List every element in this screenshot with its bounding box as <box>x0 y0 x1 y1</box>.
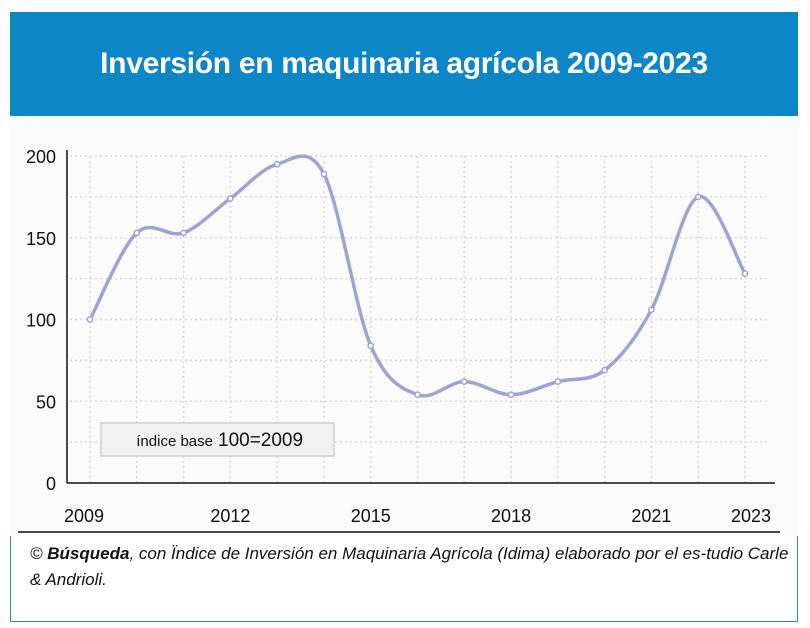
source-publisher: Búsqueda <box>47 544 130 563</box>
data-point <box>367 342 375 350</box>
data-point <box>648 306 655 314</box>
x-tick-label: 2012 <box>210 506 250 526</box>
copyright-symbol: © <box>30 544 43 563</box>
data-point <box>320 170 328 178</box>
data-point <box>741 270 749 278</box>
data-point <box>554 378 562 385</box>
base-index-annotation: índice base 100=2009 <box>100 422 335 457</box>
data-point <box>601 366 608 374</box>
data-point <box>133 229 141 237</box>
x-tick-label: 2015 <box>351 506 391 526</box>
chart-title: Inversión en maquinaria agrícola 2009-20… <box>100 47 708 80</box>
data-point <box>180 229 187 237</box>
y-tick-label: 150 <box>26 229 56 249</box>
source-note: © Búsqueda, con Ïndice de Inversión en M… <box>30 541 790 593</box>
data-point <box>86 316 94 323</box>
data-point <box>507 391 515 399</box>
line-chart: 0 50 100 150 200 2009 2012 2015 2018 2021 2023 ín… <box>18 147 780 533</box>
x-tick-label: 2021 <box>631 506 671 526</box>
y-tick-label: 0 <box>46 474 56 494</box>
y-tick-labels: 0 50 100 150 200 <box>26 147 56 494</box>
data-point <box>227 195 234 202</box>
x-tick-label: 2009 <box>64 506 104 526</box>
chart-header: Inversión en maquinaria agrícola 2009-20… <box>10 12 798 116</box>
plot-area <box>10 116 798 536</box>
y-tick-label: 200 <box>26 147 56 167</box>
data-point <box>694 193 702 201</box>
data-point <box>273 160 281 168</box>
data-points <box>86 160 749 399</box>
source-text: , con Ïndice de Inversión en Maquinaria … <box>30 544 789 589</box>
data-point <box>460 378 468 385</box>
axes <box>18 150 780 533</box>
x-tick-labels: 2009 2012 2015 2018 2021 2023 <box>64 506 771 526</box>
x-tick-label: 2018 <box>491 506 531 526</box>
annotation-prefix: índice base <box>136 433 213 450</box>
annotation-value: 100=2009 <box>218 430 303 451</box>
data-point <box>414 391 421 399</box>
y-tick-label: 50 <box>36 392 56 412</box>
y-tick-label: 100 <box>26 311 56 331</box>
x-tick-label: 2023 <box>731 506 771 526</box>
